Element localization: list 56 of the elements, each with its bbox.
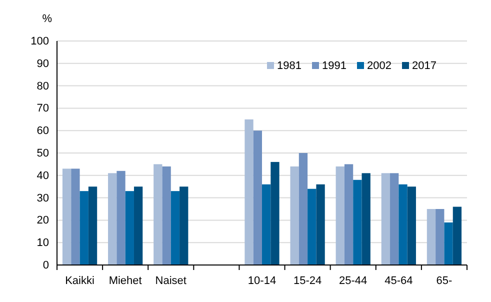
bar (398, 184, 408, 265)
legend-label: 2002 (367, 60, 392, 72)
bar (244, 119, 254, 265)
bar (390, 173, 399, 265)
x-tick-label: 10-14 (248, 275, 276, 287)
y-tick-label: 40 (36, 170, 49, 182)
bar (116, 170, 126, 265)
bar (362, 173, 370, 265)
bar (71, 168, 80, 265)
legend-label: 1991 (322, 60, 346, 72)
bar (353, 180, 362, 265)
bar (316, 184, 325, 265)
bar (290, 166, 299, 265)
x-tick-label: Miehet (108, 275, 142, 287)
y-tick-label: 90 (36, 58, 49, 70)
y-tick-label: 60 (36, 125, 49, 138)
legend-label: 1981 (277, 60, 302, 72)
x-tick-label: 25-44 (339, 275, 368, 287)
y-tick-label: 20 (36, 214, 49, 227)
bar (253, 130, 262, 265)
bar (154, 164, 162, 265)
x-tick-label: Naiset (155, 275, 186, 287)
bar (108, 173, 117, 265)
x-tick-label: 45-64 (384, 275, 413, 287)
bar (262, 184, 271, 265)
legend-label: 2017 (412, 60, 436, 72)
bar (336, 166, 344, 265)
bar (180, 186, 188, 265)
bar (452, 206, 462, 265)
bar (170, 191, 180, 265)
y-axis-title: % (42, 13, 52, 25)
bar (436, 209, 444, 265)
bar (270, 162, 280, 265)
bar (426, 209, 436, 265)
bar (88, 186, 98, 265)
bar (162, 166, 171, 265)
y-tick-label: 70 (36, 102, 49, 115)
y-tick-label: 50 (36, 148, 49, 160)
bar (134, 186, 143, 265)
bar (344, 164, 354, 265)
y-tick-label: 80 (36, 80, 49, 92)
bar (407, 186, 416, 265)
bar (80, 191, 88, 265)
x-tick-label: 65- (436, 275, 453, 287)
bar (444, 222, 453, 265)
bar (125, 191, 134, 265)
y-tick-label: 30 (36, 192, 49, 204)
y-tick-label: 0 (42, 260, 49, 272)
bar (62, 168, 72, 265)
y-tick-label: 10 (36, 237, 49, 250)
x-tick-label: Kaikki (65, 275, 94, 287)
bar (308, 188, 316, 265)
bar (381, 173, 390, 265)
bar (298, 153, 308, 265)
y-tick-label: 100 (30, 36, 49, 48)
x-tick-label: 15-24 (293, 275, 322, 287)
